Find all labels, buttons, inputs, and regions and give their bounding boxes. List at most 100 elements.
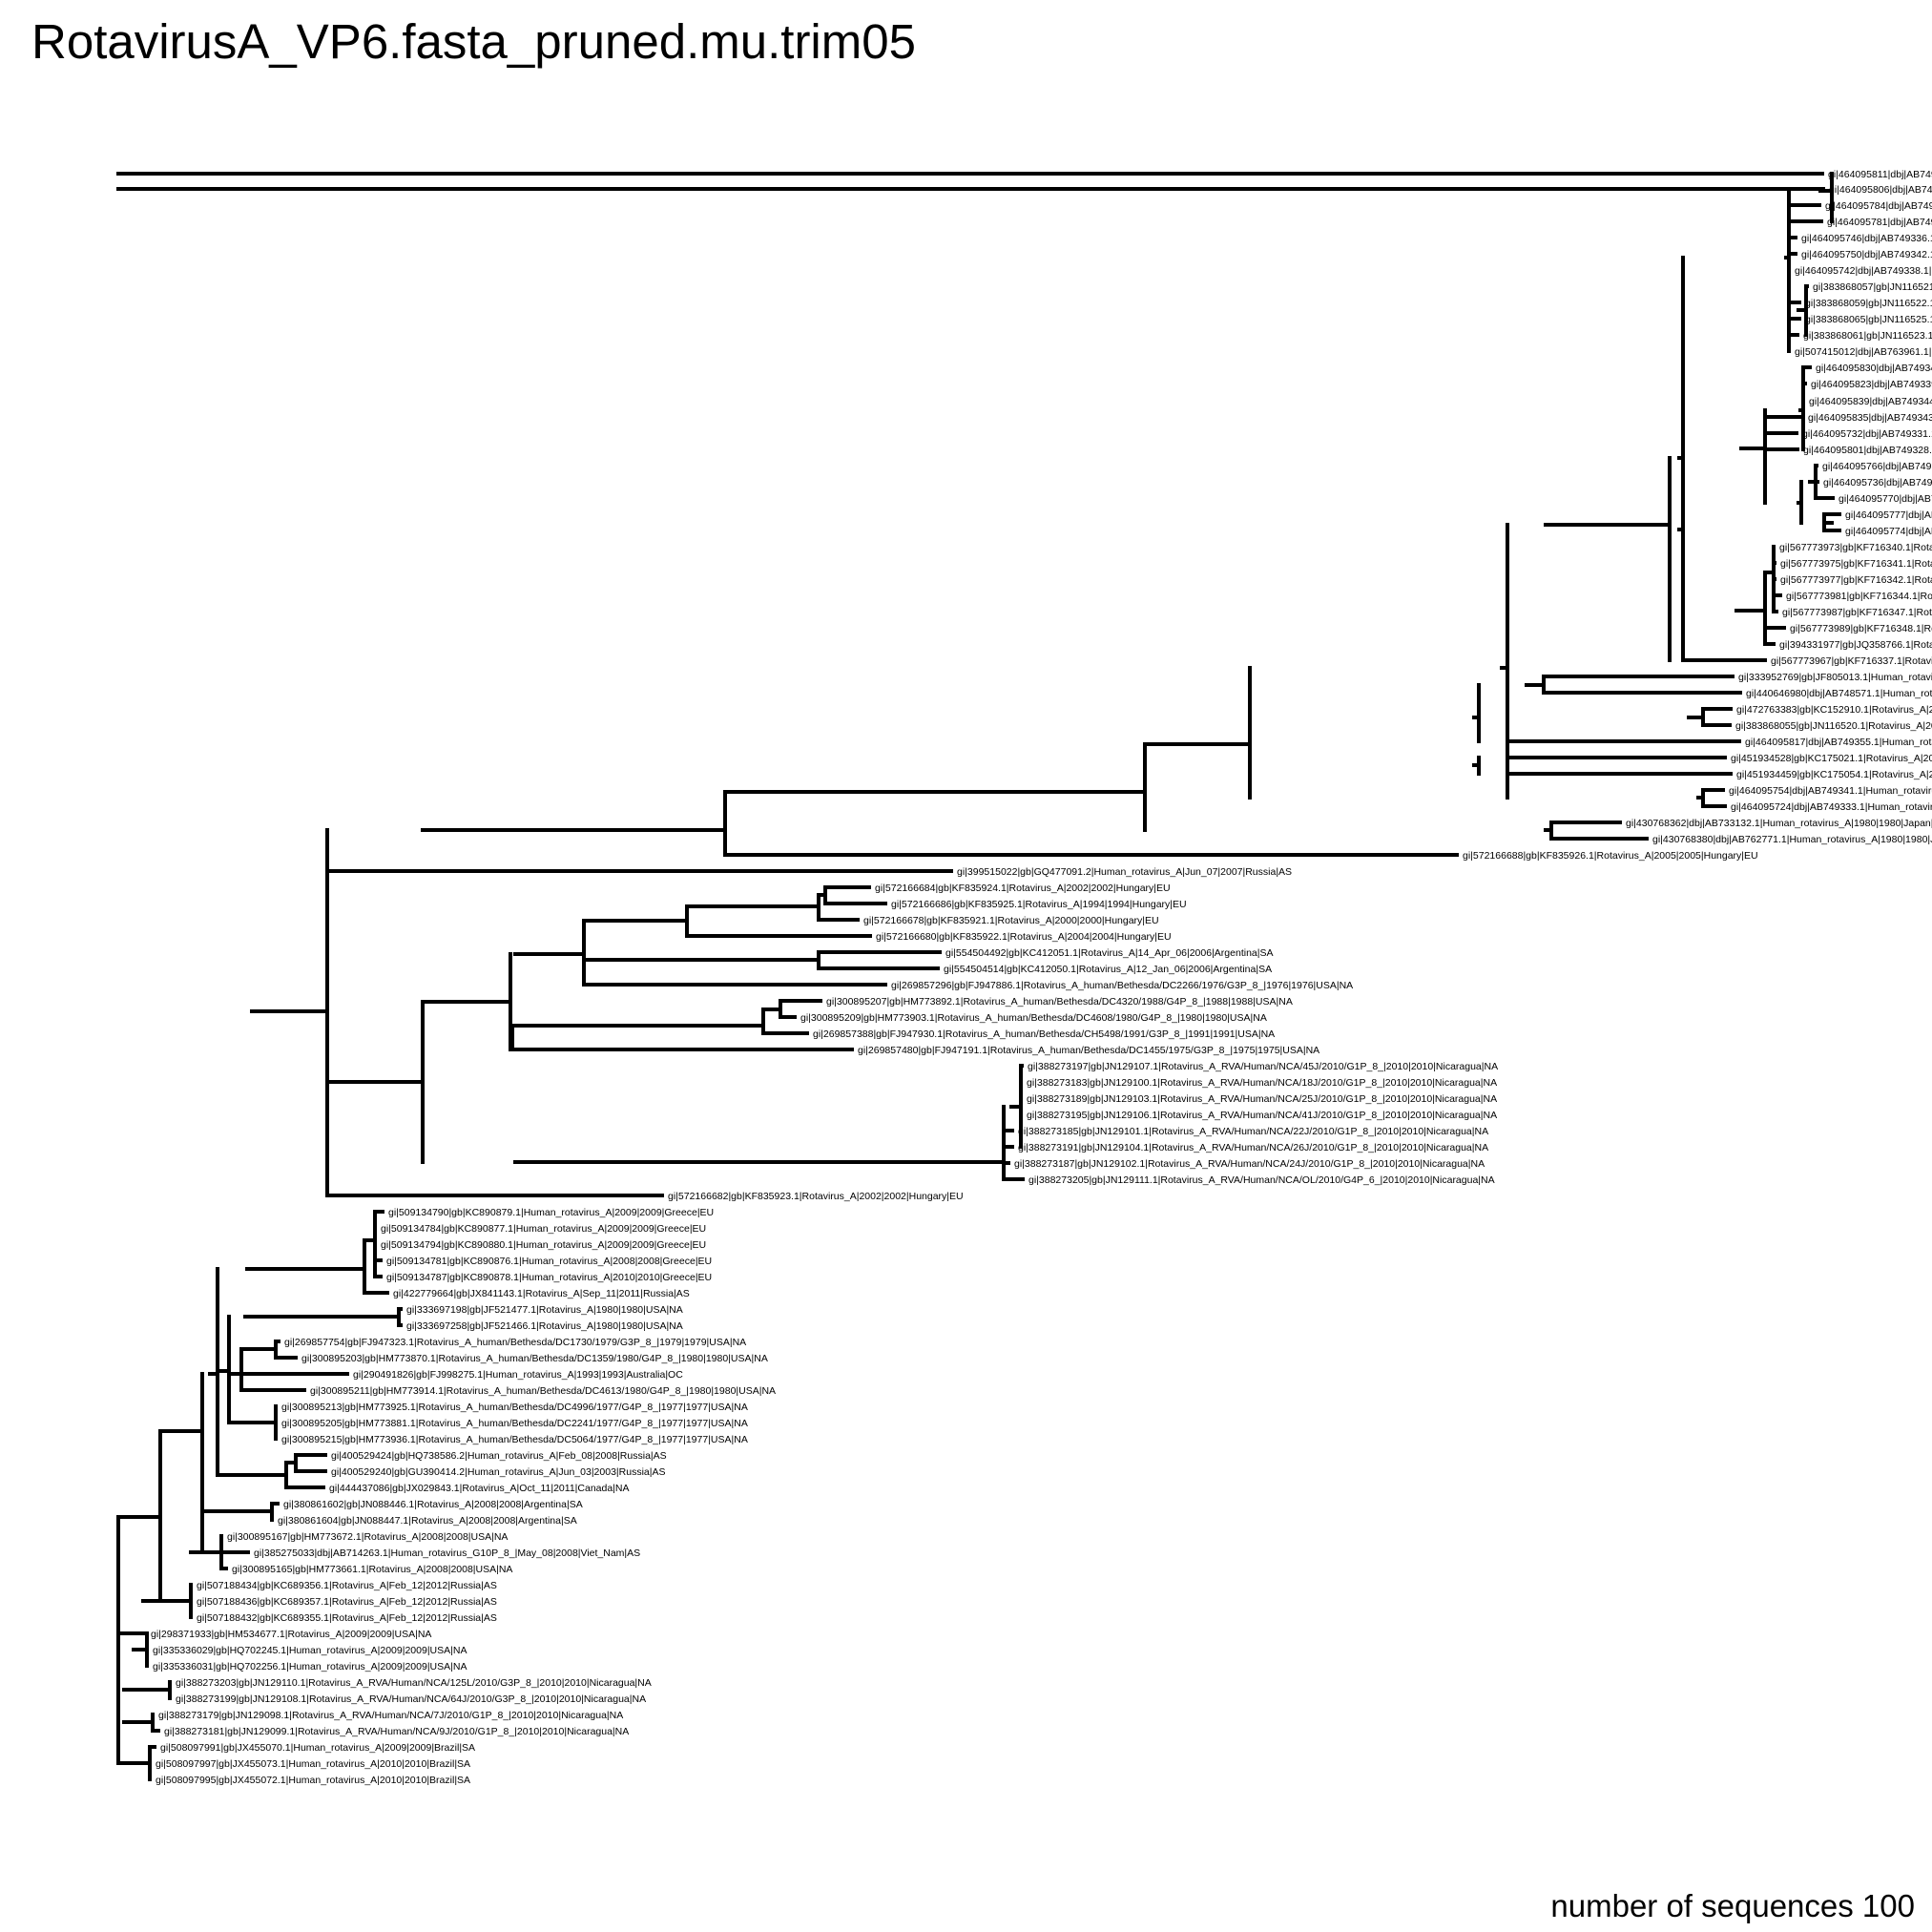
tip-label: gi|422779664|gb|JX841143.1|Rotavirus_A|S… xyxy=(393,1288,690,1299)
tip-label: gi|567773987|gb|KF716347.1|Rotavirus_A|2… xyxy=(1782,607,1932,618)
tip-label: gi|394331977|gb|JQ358766.1|Rotavirus_A|2… xyxy=(1779,639,1932,651)
tip-label: gi|380861602|gb|JN088446.1|Rotavirus_A|2… xyxy=(283,1499,583,1510)
tip-label: gi|507415012|dbj|AB763961.1|Human_rotavi… xyxy=(1795,346,1932,358)
tip-label: gi|388273179|gb|JN129098.1|Rotavirus_A_R… xyxy=(158,1710,623,1721)
tip-label: gi|567773989|gb|KF716348.1|Rotavirus_A|2… xyxy=(1790,623,1932,634)
branches-layer xyxy=(116,172,1841,1781)
tip-label: gi|554504492|gb|KC412051.1|Rotavirus_A|1… xyxy=(945,947,1274,959)
tip-label: gi|388273205|gb|JN129111.1|Rotavirus_A_R… xyxy=(1028,1174,1495,1186)
tip-label: gi|451934459|gb|KC175054.1|Rotavirus_A|2… xyxy=(1736,769,1932,780)
tip-label: gi|567773975|gb|KF716341.1|Rotavirus_A|2… xyxy=(1780,558,1932,570)
tip-label: gi|567773981|gb|KF716344.1|Rotavirus_A|2… xyxy=(1786,591,1932,602)
tip-label: gi|388273185|gb|JN129101.1|Rotavirus_A_R… xyxy=(1018,1126,1488,1137)
tip-label: gi|572166684|gb|KF835924.1|Rotavirus_A|2… xyxy=(875,883,1171,894)
tip-label: gi|464095777|dbj|AB749327.1|Human_rotavi… xyxy=(1845,509,1932,521)
tip-label: gi|464095835|dbj|AB749343.1|Human_rotavi… xyxy=(1808,412,1932,424)
tip-label: gi|269857296|gb|FJ947886.1|Rotavirus_A_h… xyxy=(891,980,1353,991)
tip-label: gi|464095742|dbj|AB749338.1|Human_rotavi… xyxy=(1795,265,1932,277)
tip-label: gi|430768380|dbj|AB762771.1|Human_rotavi… xyxy=(1652,834,1932,845)
tip-label: gi|464095839|dbj|AB749344.1|Human_rotavi… xyxy=(1809,396,1932,407)
tip-label: gi|383868055|gb|JN116520.1|Rotavirus_A|2… xyxy=(1735,720,1932,732)
tip-label: gi|400529240|gb|GU390414.2|Human_rotavir… xyxy=(331,1466,665,1478)
tip-label: gi|464095754|dbj|AB749341.1|Human_rotavi… xyxy=(1729,785,1932,797)
tip-label: gi|300895207|gb|HM773892.1|Rotavirus_A_h… xyxy=(826,996,1293,1008)
tip-label: gi|572166678|gb|KF835921.1|Rotavirus_A|2… xyxy=(863,915,1159,926)
tip-label: gi|451934528|gb|KC175021.1|Rotavirus_A|2… xyxy=(1731,753,1932,764)
tip-label: gi|440646980|dbj|AB748571.1|Human_rotavi… xyxy=(1746,688,1932,699)
tip-label: gi|464095766|dbj|AB749324.1|Human_rotavi… xyxy=(1822,461,1932,472)
tip-label: gi|300895167|gb|HM773672.1|Rotavirus_A|2… xyxy=(227,1531,508,1543)
figure-title: RotavirusA_VP6.fasta_pruned.mu.trim05 xyxy=(31,14,916,69)
tip-label: gi|300895203|gb|HM773870.1|Rotavirus_A_h… xyxy=(301,1353,768,1364)
tip-label: gi|335336029|gb|HQ702245.1|Human_rotavir… xyxy=(153,1645,467,1656)
tip-label: gi|572166686|gb|KF835925.1|Rotavirus_A|1… xyxy=(891,899,1187,910)
tip-label: gi|444437086|gb|JX029843.1|Rotavirus_A|O… xyxy=(329,1483,630,1494)
tip-label: gi|430768362|dbj|AB733132.1|Human_rotavi… xyxy=(1626,818,1932,829)
tip-label: gi|567773973|gb|KF716340.1|Rotavirus_A|2… xyxy=(1779,542,1932,553)
tip-label: gi|509134790|gb|KC890879.1|Human_rotavir… xyxy=(388,1207,714,1218)
tip-label: gi|388273191|gb|JN129104.1|Rotavirus_A_R… xyxy=(1018,1142,1488,1153)
tip-label: gi|335336031|gb|HQ702256.1|Human_rotavir… xyxy=(153,1661,467,1672)
tip-label: gi|554504514|gb|KC412050.1|Rotavirus_A|1… xyxy=(944,964,1272,975)
tip-label: gi|383868059|gb|JN116522.1|Rotavirus_A|2… xyxy=(1805,298,1932,309)
tip-label: gi|464095770|dbj|AB749325.1|Human_rotavi… xyxy=(1839,493,1932,505)
tip-label: gi|464095732|dbj|AB749331.1|Human_rotavi… xyxy=(1802,428,1932,440)
tip-label: gi|269857480|gb|FJ947191.1|Rotavirus_A_h… xyxy=(858,1045,1319,1056)
tip-label: gi|300895213|gb|HM773925.1|Rotavirus_A_h… xyxy=(281,1402,748,1413)
tip-label: gi|508097995|gb|JX455072.1|Human_rotavir… xyxy=(156,1775,470,1786)
tip-label: gi|385275033|dbj|AB714263.1|Human_rotavi… xyxy=(254,1548,640,1559)
tip-label: gi|388273183|gb|JN129100.1|Rotavirus_A_R… xyxy=(1027,1077,1497,1089)
tip-label: gi|388273189|gb|JN129103.1|Rotavirus_A_R… xyxy=(1027,1093,1497,1105)
tip-label: gi|388273181|gb|JN129099.1|Rotavirus_A_R… xyxy=(164,1726,629,1737)
tip-label: gi|509134784|gb|KC890877.1|Human_rotavir… xyxy=(381,1223,706,1235)
tip-label: gi|388273199|gb|JN129108.1|Rotavirus_A_R… xyxy=(176,1693,646,1705)
tip-label: gi|567773977|gb|KF716342.1|Rotavirus_A|2… xyxy=(1780,574,1932,586)
tip-label: gi|464095774|dbj|AB749326.1|Human_rotavi… xyxy=(1845,526,1932,537)
tip-label: gi|464095830|dbj|AB749341.1|Human_rotavi… xyxy=(1816,363,1932,374)
tip-label: gi|388273203|gb|JN129110.1|Rotavirus_A_R… xyxy=(176,1677,652,1689)
tip-label: gi|383868061|gb|JN116523.1|Rotavirus_A|2… xyxy=(1803,330,1932,342)
tip-label: gi|472763383|gb|KC152910.1|Rotavirus_A|2… xyxy=(1736,704,1932,716)
tip-label: gi|388273195|gb|JN129106.1|Rotavirus_A_R… xyxy=(1027,1110,1497,1121)
tip-label: gi|464095724|dbj|AB749333.1|Human_rotavi… xyxy=(1731,801,1932,813)
tip-label: gi|464095784|dbj|AB749320.1|Human_rotavi… xyxy=(1825,200,1932,212)
tip-label: gi|508097997|gb|JX455073.1|Human_rotavir… xyxy=(156,1758,470,1770)
tip-label: gi|300895211|gb|HM773914.1|Rotavirus_A_h… xyxy=(310,1385,776,1397)
tip-label: gi|269857388|gb|FJ947930.1|Rotavirus_A_h… xyxy=(813,1028,1275,1040)
tip-label: gi|464095823|dbj|AB749339.1|Human_rotavi… xyxy=(1811,379,1932,390)
tip-label: gi|300895209|gb|HM773903.1|Rotavirus_A_h… xyxy=(800,1012,1267,1024)
tip-label: gi|300895205|gb|HM773881.1|Rotavirus_A_h… xyxy=(281,1418,748,1429)
tip-label: gi|464095750|dbj|AB749342.1|Human_rotavi… xyxy=(1801,249,1932,260)
tip-label: gi|572166680|gb|KF835922.1|Rotavirus_A|2… xyxy=(876,931,1172,943)
tip-label: gi|383868057|gb|JN116521.1|Rotavirus_A|2… xyxy=(1813,281,1932,293)
tip-label: gi|509134781|gb|KC890876.1|Human_rotavir… xyxy=(386,1256,712,1267)
tip-label: gi|388273197|gb|JN129107.1|Rotavirus_A_R… xyxy=(1028,1061,1498,1072)
tip-label: gi|380861604|gb|JN088447.1|Rotavirus_A|2… xyxy=(278,1515,577,1527)
tip-label: gi|507188434|gb|KC689356.1|Rotavirus_A|F… xyxy=(197,1580,497,1591)
tip-label: gi|464095736|dbj|AB749334.1|Human_rotavi… xyxy=(1823,477,1932,488)
tip-label: gi|464095781|dbj|AB749319.1|Human_rotavi… xyxy=(1827,217,1932,228)
tip-label: gi|508097991|gb|JX455070.1|Human_rotavir… xyxy=(160,1742,475,1754)
tip-label: gi|572166688|gb|KF835926.1|Rotavirus_A|2… xyxy=(1463,850,1758,862)
sequence-count-label: number of sequences 100 xyxy=(1550,1888,1915,1923)
tip-label: gi|269857754|gb|FJ947323.1|Rotavirus_A_h… xyxy=(284,1337,746,1348)
tip-label: gi|400529424|gb|HQ738586.2|Human_rotavir… xyxy=(331,1450,667,1462)
tip-label: gi|298371933|gb|HM534677.1|Rotavirus_A|2… xyxy=(151,1629,431,1640)
tip-label: gi|290491826|gb|FJ998275.1|Human_rotavir… xyxy=(353,1369,683,1381)
tip-label: gi|383868065|gb|JN116525.1|Rotavirus_A|2… xyxy=(1805,314,1932,325)
tip-label: gi|464095801|dbj|AB749328.1|Human_rotavi… xyxy=(1803,445,1932,456)
tip-label: gi|567773967|gb|KF716337.1|Rotavirus_A|2… xyxy=(1771,655,1932,667)
tip-label: gi|300895215|gb|HM773936.1|Rotavirus_A_h… xyxy=(281,1434,748,1445)
tip-labels-layer: gi|464095811|dbj|AB749332.1|Human_rotavi… xyxy=(151,169,1932,1786)
tip-label: gi|464095811|dbj|AB749332.1|Human_rotavi… xyxy=(1828,169,1932,180)
tip-label: gi|509134794|gb|KC890880.1|Human_rotavir… xyxy=(381,1239,706,1251)
tip-label: gi|507188436|gb|KC689357.1|Rotavirus_A|F… xyxy=(197,1596,497,1608)
tip-label: gi|333697198|gb|JF521477.1|Rotavirus_A|1… xyxy=(406,1304,683,1316)
tip-label: gi|399515022|gb|GQ477091.2|Human_rotavir… xyxy=(957,866,1292,878)
tip-label: gi|509134787|gb|KC890878.1|Human_rotavir… xyxy=(386,1272,712,1283)
tip-label: gi|333952769|gb|JF805013.1|Human_rotavir… xyxy=(1738,672,1932,683)
tip-label: gi|572166682|gb|KF835923.1|Rotavirus_A|2… xyxy=(668,1191,964,1202)
tip-label: gi|388273187|gb|JN129102.1|Rotavirus_A_R… xyxy=(1014,1158,1485,1170)
